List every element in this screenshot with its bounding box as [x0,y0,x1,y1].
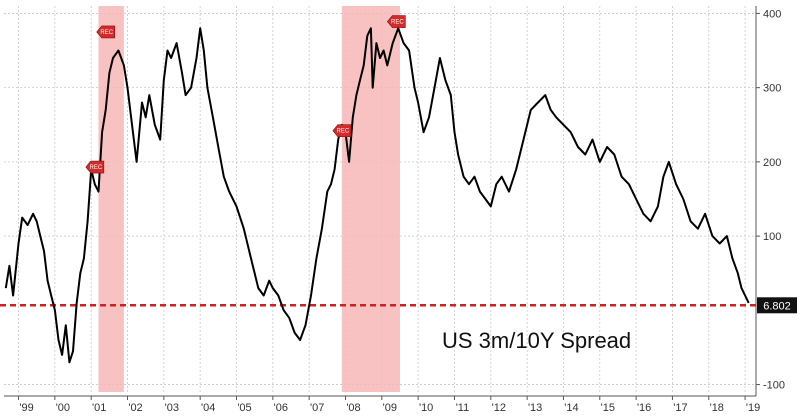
rec-marker-label-0: REC [100,30,113,36]
x-tick-label-1: '00 [56,402,70,414]
last-value-tag: 6.802 [757,297,797,314]
axis-layer: -100 100 200 300 400 '99 '00 '01 '02 '03 '04 '05 '06… [4,6,797,414]
y-tick-label-3: 300 [763,83,781,95]
rec-marker-label-1: REC [89,165,102,171]
x-tick-label-5: '04 [201,402,215,414]
x-tick-label-6: '05 [237,402,251,414]
x-tick-label-0: '99 [19,402,33,414]
chart-annotation: US 3m/10Y Spread [442,328,631,353]
last-value-label: 6.802 [763,300,791,312]
rec-marker-3: REC [386,15,406,28]
x-tick-label-18: '17 [673,402,687,414]
x-tick-label-7: '06 [274,402,288,414]
y-tick-label-1: 100 [763,231,781,243]
rec-marker-shape-2 [332,124,352,138]
rec-marker-shape-0 [96,25,116,39]
x-tick-label-3: '02 [128,402,142,414]
x-tick-label-19: '18 [710,402,724,414]
rec-marker-0: REC [96,25,116,39]
rec-marker-label-2: REC [337,129,350,135]
x-tick-label-4: '03 [165,402,179,414]
x-tick-label-9: '08 [346,402,360,414]
recession-band-1 [341,6,400,392]
x-tick-label-10: '09 [383,402,397,414]
y-tick-label-0: -100 [763,380,785,392]
rec-marker-shape-1 [85,160,105,174]
last-value-box [757,297,797,314]
x-tick-label-15: '14 [564,402,578,414]
y-tick-label-2: 200 [763,157,781,169]
x-tick-label-11: '10 [419,402,433,414]
x-tick-label-13: '12 [492,402,506,414]
x-tick-label-17: '16 [637,402,651,414]
x-tick-label-8: '07 [310,402,324,414]
x-tick-label-12: '11 [456,402,470,414]
x-tick-label-20: '19 [746,402,760,414]
rec-marker-2: REC [332,124,352,138]
x-tick-label-2: '01 [92,402,106,414]
x-tick-label-14: '13 [528,402,542,414]
rec-marker-1: REC [85,160,105,174]
rec-marker-label-3: REC [391,20,404,26]
rec-marker-layer: REC REC REC REC [85,15,406,174]
x-tick-label-16: '15 [601,402,615,414]
rec-marker-shape-3 [386,15,406,28]
recession-band-0 [98,6,124,392]
y-tick-label-4: 400 [763,8,781,20]
recession-layer [98,6,400,392]
